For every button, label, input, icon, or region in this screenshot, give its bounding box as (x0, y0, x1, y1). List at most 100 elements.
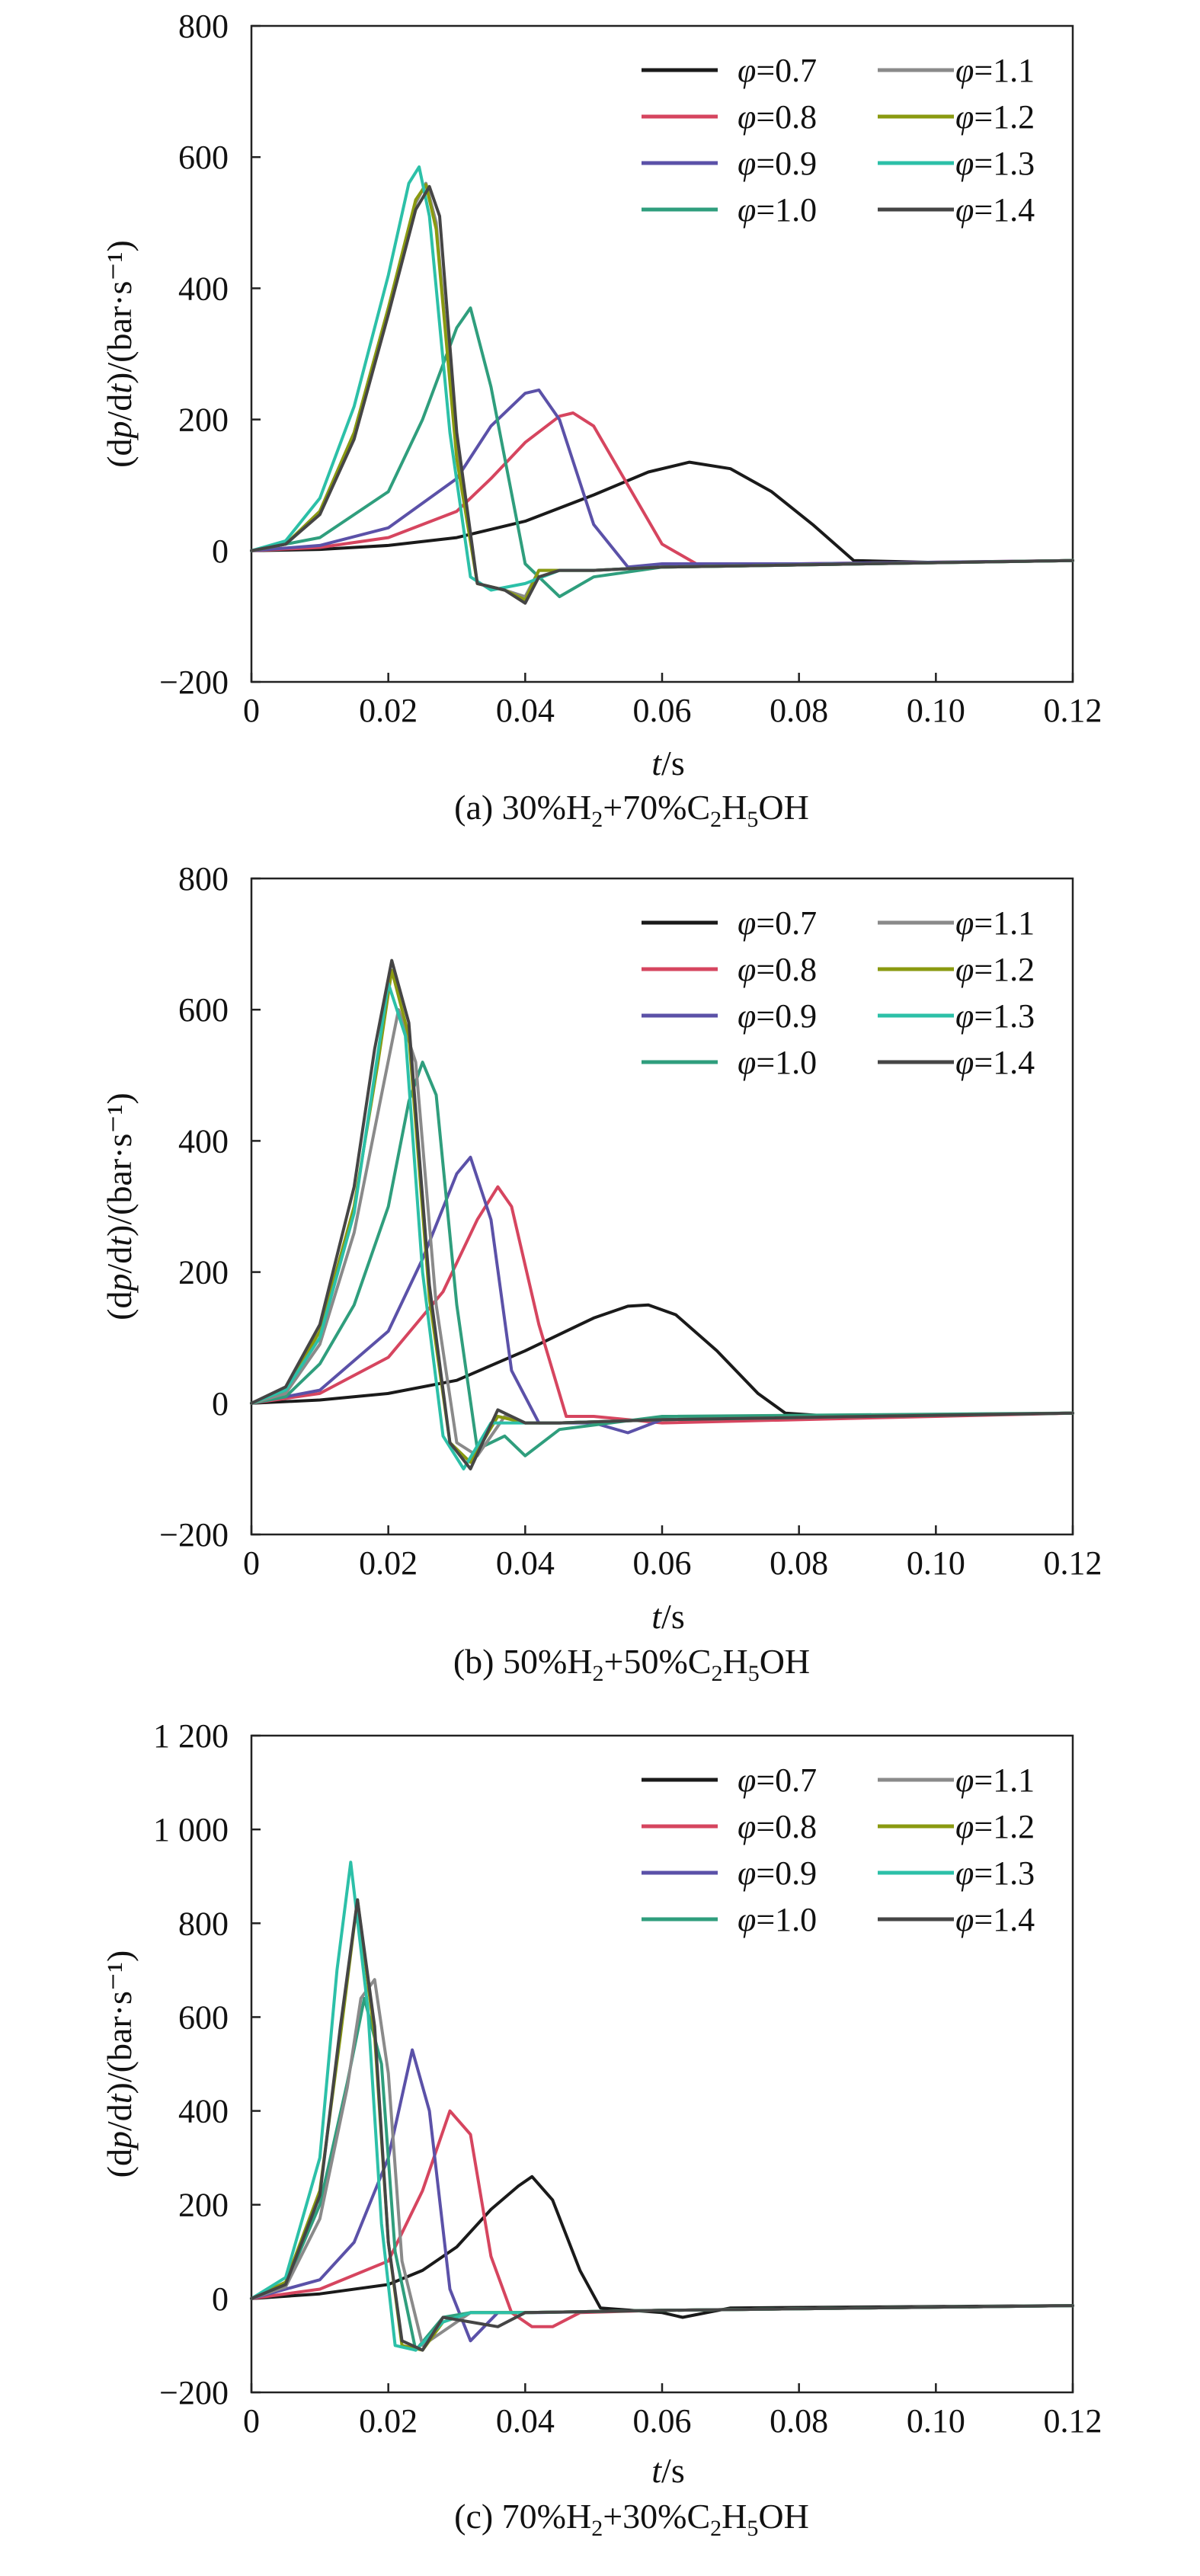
plot-frame (250, 877, 1074, 1536)
x-tick-label: 0.04 (496, 2402, 555, 2440)
x-tick-label: 0.04 (496, 1544, 555, 1582)
x-tick-label: 0 (243, 2402, 260, 2440)
legend-label: φ=1.0 (738, 1901, 817, 1938)
series-line-3 (250, 388, 1074, 569)
y-tick-label: 400 (178, 1122, 229, 1160)
series-line-8 (250, 184, 1074, 605)
legend-label: φ=1.3 (955, 997, 1035, 1035)
legend-label: φ=0.9 (738, 1854, 817, 1892)
x-tick-label: 0.02 (359, 692, 418, 729)
x-tick-label: 0.10 (907, 1544, 965, 1582)
y-tick-label: 0 (212, 533, 229, 570)
x-tick-label: 0.12 (1044, 2402, 1102, 2440)
series-line-4 (250, 1061, 1074, 1458)
x-axis-label: t/s (651, 1597, 684, 1636)
legend-label: φ=0.8 (738, 1808, 817, 1845)
legend-label: φ=1.4 (955, 191, 1035, 229)
series-line-2 (250, 2109, 1074, 2328)
x-tick-label: 0.08 (770, 692, 828, 729)
y-tick-label: 200 (178, 402, 229, 439)
legend-label: φ=1.0 (738, 191, 817, 229)
x-axis-label: t/s (651, 744, 684, 782)
series-line-4 (250, 306, 1074, 599)
x-axis-label: t/s (651, 2451, 684, 2490)
y-tick-label: 400 (178, 2093, 229, 2130)
chart-panel-c: 0 0.02 0.04 0.06 0.08 0.10 0.12 −200 0 200 400 600 8… (100, 1717, 1102, 2541)
series-line-7 (250, 1861, 1074, 2352)
legend-label: φ=0.9 (738, 997, 817, 1035)
y-tick-label: 1 000 (153, 1811, 229, 1848)
x-tick-label: 0.10 (907, 2402, 965, 2440)
panel-caption: (b) 50%H2+50%C2H5OH (453, 1642, 810, 1686)
series-line-2 (250, 411, 1074, 565)
plot-frame (250, 1734, 1074, 2394)
series-line-8 (250, 1898, 1074, 2352)
series-line-2 (250, 1185, 1074, 1425)
x-tick-label: 0.04 (496, 692, 555, 729)
legend-label: φ=0.7 (738, 1762, 817, 1799)
y-tick-label: −200 (159, 664, 229, 701)
x-tick-label: 0.08 (770, 2402, 828, 2440)
y-tick-label: −200 (159, 2374, 229, 2411)
y-tick-label: 600 (178, 139, 229, 176)
y-tick-label: 800 (178, 1905, 229, 1942)
legend-label: φ=0.8 (738, 951, 817, 988)
series-line-1 (250, 460, 1074, 565)
series-line-1 (250, 1303, 1074, 1418)
legend-label: φ=0.8 (738, 98, 817, 136)
x-tick-label: 0.10 (907, 692, 965, 729)
x-tick-label: 0.12 (1044, 1544, 1102, 1582)
x-tick-label: 0.06 (633, 2402, 692, 2440)
y-axis-label: (dp/dt)/(bar·s⁻¹) (100, 1093, 139, 1320)
series-line-1 (250, 2174, 1074, 2319)
x-tick-label: 0.02 (359, 2402, 418, 2440)
series-line-8 (250, 958, 1074, 1470)
chart-panel-a: 0 0.02 0.04 0.06 0.08 0.10 0.12 −200 0 200 400 600 8… (100, 8, 1102, 832)
y-tick-label: 200 (178, 1254, 229, 1291)
legend-label: φ=1.0 (738, 1044, 817, 1081)
x-tick-label: 0 (243, 1544, 260, 1582)
legend: φ=0.7 φ=0.8 φ=0.9 φ=1.0 φ=1.1 φ=1.2 φ=1.3 φ=1.4 (642, 1762, 1035, 1938)
y-axis-label: (dp/dt)/(bar·s⁻¹) (100, 240, 139, 468)
legend: φ=0.7 φ=0.8 φ=0.9 φ=1.0 φ=1.1 φ=1.2 φ=1.3 φ=1.4 (642, 904, 1035, 1081)
legend-label: φ=1.1 (955, 52, 1035, 89)
y-tick-label: 600 (178, 991, 229, 1029)
series-line-3 (250, 1155, 1074, 1435)
y-tick-label: 0 (212, 1385, 229, 1422)
legend-label: φ=1.4 (955, 1901, 1035, 1938)
y-axis-label: (dp/dt)/(bar·s⁻¹) (100, 1950, 139, 2178)
legend-label: φ=0.7 (738, 904, 817, 942)
legend-label: φ=1.2 (955, 98, 1035, 136)
y-tick-label: 1 200 (153, 1717, 229, 1755)
series-line-7 (250, 165, 1074, 592)
y-tick-label: 400 (178, 270, 229, 307)
x-tick-label: 0.08 (770, 1544, 828, 1582)
legend-label: φ=1.3 (955, 145, 1035, 182)
legend-label: φ=0.9 (738, 145, 817, 182)
series-line-6 (250, 183, 1074, 602)
legend-label: φ=1.2 (955, 951, 1035, 988)
legend-label: φ=1.4 (955, 1044, 1035, 1081)
legend-label: φ=1.2 (955, 1808, 1035, 1845)
chart-panel-b: 0 0.02 0.04 0.06 0.08 0.10 0.12 −200 0 200 400 600 8… (100, 860, 1102, 1686)
y-tick-label: 800 (178, 8, 229, 45)
x-tick-label: 0.12 (1044, 692, 1102, 729)
legend-label: φ=1.1 (955, 904, 1035, 942)
legend-label: φ=1.1 (955, 1762, 1035, 1799)
y-tick-label: 200 (178, 2187, 229, 2224)
y-tick-label: −200 (159, 1516, 229, 1554)
panel-caption: (c) 70%H2+30%C2H5OH (454, 2497, 809, 2541)
legend-label: φ=0.7 (738, 52, 817, 89)
y-tick-label: 600 (178, 1998, 229, 2036)
legend: φ=0.7 φ=0.8 φ=0.9 φ=1.0 φ=1.1 φ=1.2 φ=1.3 φ=1.4 (642, 52, 1035, 229)
y-tick-label: 0 (212, 2280, 229, 2318)
x-tick-label: 0.06 (633, 1544, 692, 1582)
x-tick-label: 0.02 (359, 1544, 418, 1582)
y-tick-label: 800 (178, 860, 229, 898)
series-line-5 (250, 181, 1074, 599)
x-tick-label: 0 (243, 692, 260, 729)
panel-caption: (a) 30%H2+70%C2H5OH (454, 788, 809, 832)
legend-label: φ=1.3 (955, 1854, 1035, 1892)
